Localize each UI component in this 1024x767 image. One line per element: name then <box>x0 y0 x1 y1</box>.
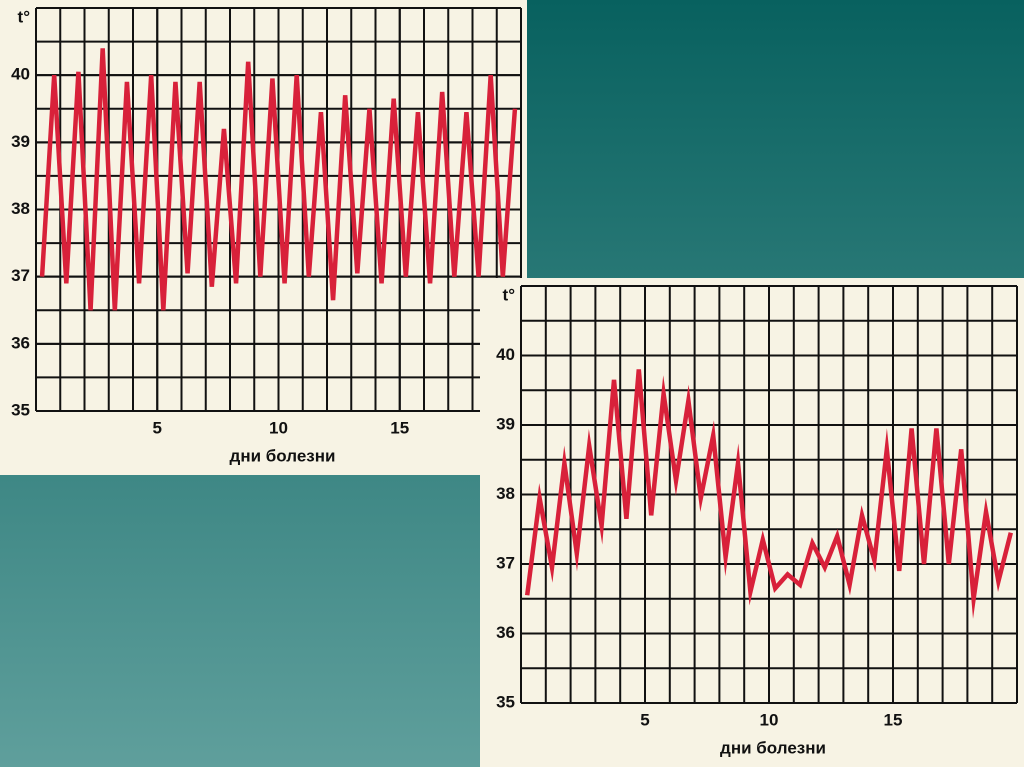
x-tick-label: 15 <box>390 418 409 437</box>
y-tick-label: 37 <box>11 266 30 285</box>
y-tick-label: 39 <box>11 132 30 151</box>
x-tick-label: 10 <box>760 710 779 729</box>
y-tick-label: 37 <box>496 553 515 572</box>
y-axis-label: t° <box>18 7 31 26</box>
temperature-line <box>524 369 1013 619</box>
y-tick-label: 40 <box>496 345 515 364</box>
y-tick-label: 39 <box>496 414 515 433</box>
y-tick-label: 38 <box>496 484 515 503</box>
y-tick-label: 36 <box>496 623 515 642</box>
x-tick-label: 10 <box>269 418 288 437</box>
y-tick-label: 38 <box>11 199 30 218</box>
x-tick-label: 5 <box>153 418 162 437</box>
y-tick-label: 35 <box>11 400 30 419</box>
x-tick-label: 15 <box>884 710 903 729</box>
y-tick-label: 35 <box>496 692 515 711</box>
y-tick-label: 36 <box>11 333 30 352</box>
temperature-line <box>39 48 518 311</box>
y-axis-label: t° <box>503 285 516 304</box>
x-axis-label: дни болезни <box>720 738 826 757</box>
x-axis-label: дни болезни <box>230 446 336 465</box>
x-tick-label: 5 <box>640 710 649 729</box>
y-tick-label: 40 <box>11 65 30 84</box>
